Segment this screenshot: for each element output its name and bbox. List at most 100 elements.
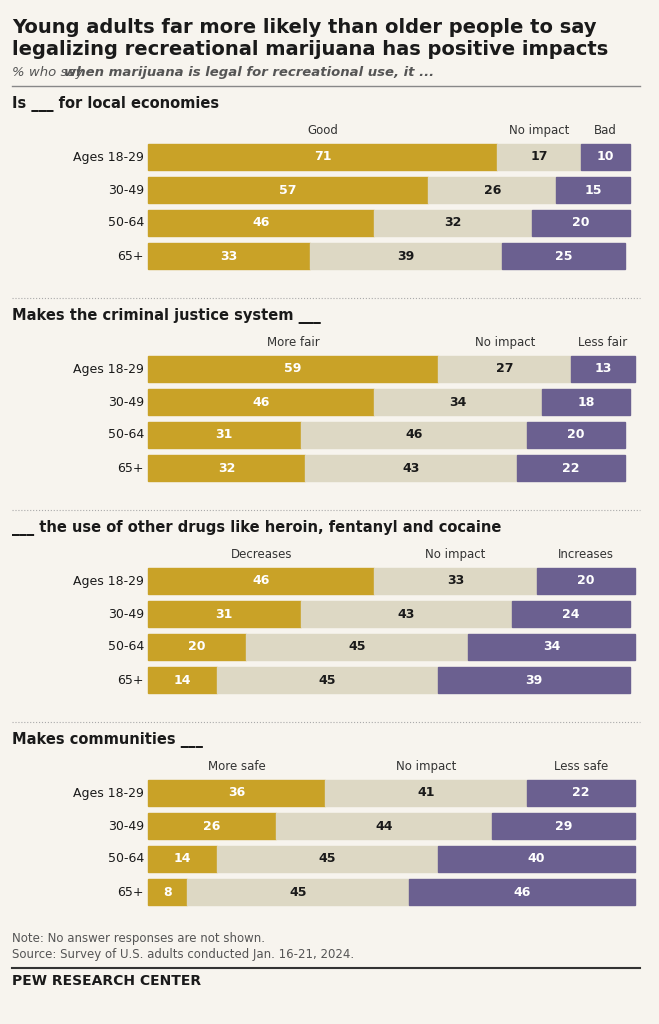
Text: 57: 57 [279, 183, 297, 197]
Text: 46: 46 [252, 574, 270, 588]
Bar [217, 846, 438, 872]
Text: 32: 32 [218, 462, 235, 474]
Text: Ages 18-29: Ages 18-29 [73, 786, 144, 800]
Text: No impact: No impact [396, 760, 456, 773]
Bar [148, 667, 217, 693]
Text: 43: 43 [397, 607, 415, 621]
Text: 8: 8 [163, 886, 172, 898]
Text: No impact: No impact [474, 336, 535, 349]
Bar [492, 813, 635, 839]
Bar [301, 422, 527, 449]
Text: 50-64: 50-64 [108, 853, 144, 865]
Bar [428, 177, 556, 203]
Text: 65+: 65+ [117, 886, 144, 898]
Bar [374, 210, 532, 236]
Bar [374, 568, 536, 594]
Text: 65+: 65+ [117, 462, 144, 474]
Bar [276, 813, 492, 839]
Bar [148, 634, 246, 660]
Text: 39: 39 [397, 250, 415, 262]
Bar [148, 422, 301, 449]
Text: 39: 39 [526, 674, 543, 686]
Bar [527, 422, 625, 449]
Bar [148, 356, 438, 382]
Text: Less fair: Less fair [579, 336, 628, 349]
Bar [187, 879, 409, 905]
Text: 33: 33 [447, 574, 464, 588]
Text: 45: 45 [319, 674, 336, 686]
Text: 65+: 65+ [117, 250, 144, 262]
Bar [502, 243, 625, 269]
Bar [438, 356, 571, 382]
Text: Source: Survey of U.S. adults conducted Jan. 16-21, 2024.: Source: Survey of U.S. adults conducted … [12, 948, 354, 961]
Text: 14: 14 [174, 853, 191, 865]
Bar [217, 667, 438, 693]
Text: 50-64: 50-64 [108, 428, 144, 441]
Text: 29: 29 [555, 819, 573, 833]
Text: 31: 31 [215, 428, 233, 441]
Bar [148, 455, 305, 481]
Text: 71: 71 [314, 151, 331, 164]
Text: 24: 24 [562, 607, 580, 621]
Text: 30-49: 30-49 [108, 395, 144, 409]
Text: 30-49: 30-49 [108, 183, 144, 197]
Text: No impact: No impact [509, 124, 569, 137]
Text: 32: 32 [444, 216, 462, 229]
Text: 20: 20 [567, 428, 585, 441]
Text: 41: 41 [417, 786, 435, 800]
Text: 30-49: 30-49 [108, 607, 144, 621]
Text: 17: 17 [530, 151, 548, 164]
Text: 46: 46 [252, 216, 270, 229]
Bar [409, 879, 635, 905]
Bar [498, 144, 581, 170]
Text: when marijuana is legal for recreational use, it ...: when marijuana is legal for recreational… [64, 66, 434, 79]
Text: 34: 34 [449, 395, 467, 409]
Text: 44: 44 [376, 819, 393, 833]
Text: 46: 46 [252, 395, 270, 409]
Text: % who say: % who say [12, 66, 88, 79]
Text: 20: 20 [577, 574, 594, 588]
Bar [148, 243, 310, 269]
Bar [148, 601, 301, 627]
Bar [532, 210, 630, 236]
Bar [301, 601, 512, 627]
Bar [305, 455, 517, 481]
Text: More safe: More safe [208, 760, 266, 773]
Text: Decreases: Decreases [231, 548, 292, 561]
Bar [468, 634, 635, 660]
Text: 26: 26 [484, 183, 501, 197]
Bar [542, 389, 630, 415]
Text: 45: 45 [349, 640, 366, 653]
Bar [571, 356, 635, 382]
Text: 50-64: 50-64 [108, 640, 144, 653]
Text: Ages 18-29: Ages 18-29 [73, 574, 144, 588]
Text: More fair: More fair [267, 336, 320, 349]
Text: 22: 22 [562, 462, 580, 474]
Text: Note: No answer responses are not shown.: Note: No answer responses are not shown. [12, 932, 265, 945]
Text: 43: 43 [403, 462, 420, 474]
Bar [517, 455, 625, 481]
Text: Ages 18-29: Ages 18-29 [73, 151, 144, 164]
Text: 45: 45 [289, 886, 307, 898]
Bar [438, 667, 630, 693]
Text: 40: 40 [528, 853, 546, 865]
Bar [438, 846, 635, 872]
Text: Less safe: Less safe [554, 760, 608, 773]
Text: Good: Good [307, 124, 338, 137]
Text: 45: 45 [319, 853, 336, 865]
Text: 50-64: 50-64 [108, 216, 144, 229]
Text: 10: 10 [597, 151, 614, 164]
Text: 46: 46 [405, 428, 422, 441]
Text: Makes the criminal justice system ___: Makes the criminal justice system ___ [12, 308, 321, 324]
Text: 33: 33 [221, 250, 238, 262]
Bar [148, 568, 374, 594]
Text: 15: 15 [585, 183, 602, 197]
Text: 26: 26 [203, 819, 221, 833]
Text: 20: 20 [188, 640, 206, 653]
Bar [148, 177, 428, 203]
Bar [148, 879, 187, 905]
Text: 18: 18 [577, 395, 594, 409]
Text: Increases: Increases [558, 548, 614, 561]
Text: Ages 18-29: Ages 18-29 [73, 362, 144, 376]
Bar [536, 568, 635, 594]
